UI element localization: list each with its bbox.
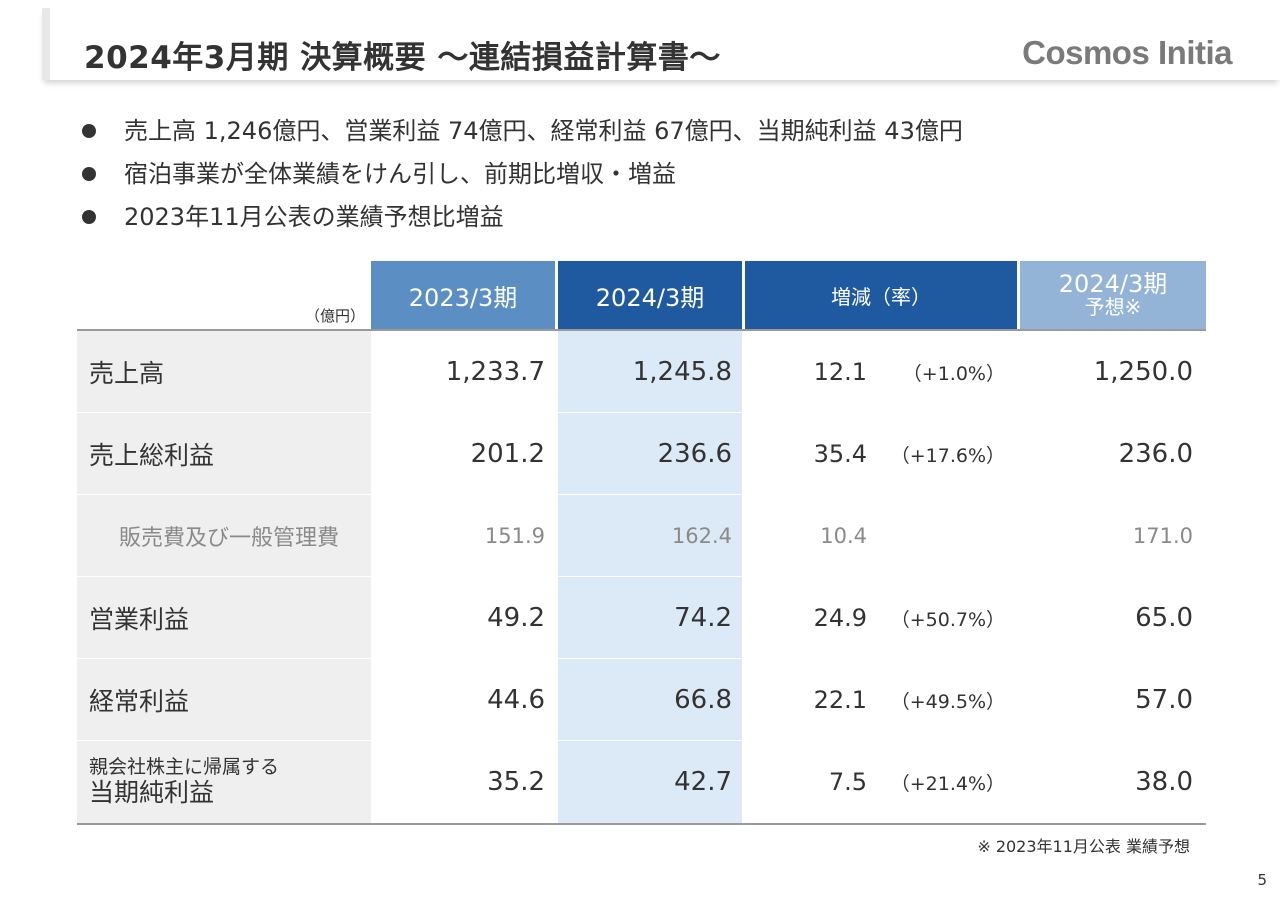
value-forecast: 171.0: [1132, 524, 1193, 548]
value-change: 22.1: [813, 686, 867, 714]
value-rate: （+1.0%）: [902, 362, 1005, 385]
page-title: 2024年3月期 決算概要 ～連結損益計算書～: [84, 40, 721, 76]
value-rate: （+50.7%）: [890, 608, 1005, 631]
footnote: ※ 2023年11月公表 業績予想: [977, 837, 1190, 856]
value-prev: 35.2: [487, 767, 545, 797]
table-row: 親会社株主に帰属する 当期純利益 35.2 42.7 7.5 （+21.4%） …: [77, 741, 1206, 823]
table-row: 売上高 1,233.7 1,245.8 12.1 （+1.0%） 1,250.0: [77, 331, 1206, 413]
row-label: 経常利益: [89, 687, 190, 716]
value-prev: 49.2: [487, 603, 545, 633]
table-row: 販売費及び一般管理費 151.9 162.4 10.4 171.0: [77, 495, 1206, 577]
value-rate: [877, 495, 1005, 577]
value-rate: （+21.4%）: [890, 772, 1005, 795]
value-prev: 1,233.7: [445, 357, 545, 387]
header-divider: [77, 329, 1206, 331]
table-row: 売上総利益 201.2 236.6 35.4 （+17.6%） 236.0: [77, 413, 1206, 495]
bullet-item: 宿泊事業が全体業績をけん引し、前期比増収・増益: [80, 155, 963, 198]
value-current: 74.2: [674, 603, 732, 633]
header-forecast-period: 2024/3期: [1058, 269, 1168, 298]
value-change: 10.4: [820, 524, 867, 548]
bullet-text: 売上高 1,246億円、営業利益 74億円、経常利益 67億円、当期純利益 43…: [124, 117, 963, 145]
header-change: 増減（率）: [745, 261, 1017, 329]
value-prev: 151.9: [484, 524, 545, 548]
value-change: 35.4: [813, 440, 867, 468]
row-label-main: 当期純利益: [89, 777, 215, 807]
row-label: 売上高: [89, 359, 165, 388]
table-bottom-divider: [77, 823, 1206, 825]
value-current: 236.6: [657, 439, 732, 469]
value-change: 7.5: [828, 768, 867, 796]
row-label: 営業利益: [89, 605, 190, 634]
value-change: 24.9: [813, 604, 867, 632]
value-change: 12.1: [813, 358, 867, 386]
value-forecast: 57.0: [1135, 685, 1193, 715]
title-bar: 2024年3月期 決算概要 ～連結損益計算書～ Cosmos Initia: [42, 8, 1280, 80]
value-forecast: 1,250.0: [1093, 357, 1193, 387]
row-label: 販売費及び一般管理費: [119, 526, 340, 551]
bullet-item: 売上高 1,246億円、営業利益 74億円、経常利益 67億円、当期純利益 43…: [80, 112, 963, 155]
table-row: 経常利益 44.6 66.8 22.1 （+49.5%） 57.0: [77, 659, 1206, 741]
value-rate: （+17.6%）: [890, 444, 1005, 467]
value-current: 1,245.8: [632, 357, 732, 387]
value-current: 162.4: [671, 524, 732, 548]
current-year-highlight: [558, 331, 742, 823]
header-current-year: 2024/3期: [558, 261, 742, 329]
company-logo: Cosmos Initia: [1022, 34, 1232, 71]
row-label: 親会社株主に帰属する 当期純利益: [89, 741, 369, 823]
value-forecast: 38.0: [1135, 767, 1193, 797]
value-prev: 201.2: [470, 439, 545, 469]
bullet-dot-icon: [82, 124, 96, 138]
page-number: 5: [1257, 871, 1267, 889]
bullet-item: 2023年11月公表の業績予想比増益: [80, 198, 963, 241]
summary-bullets: 売上高 1,246億円、営業利益 74億円、経常利益 67億円、当期純利益 43…: [80, 112, 963, 241]
bullet-dot-icon: [82, 167, 96, 181]
value-current: 66.8: [674, 685, 732, 715]
value-prev: 44.6: [487, 685, 545, 715]
unit-label: （億円）: [304, 307, 365, 325]
row-label-prefix: 親会社株主に帰属する: [89, 755, 280, 778]
table-row: 営業利益 49.2 74.2 24.9 （+50.7%） 65.0: [77, 577, 1206, 659]
value-forecast: 236.0: [1118, 439, 1193, 469]
bullet-text: 2023年11月公表の業績予想比増益: [124, 203, 504, 231]
value-forecast: 65.0: [1135, 603, 1193, 633]
income-statement-table: （億円） 2023/3期 2024/3期 増減（率） 2024/3期 予想※ 売…: [77, 261, 1206, 825]
header-forecast-label: 予想※: [1084, 295, 1142, 320]
value-current: 42.7: [674, 767, 732, 797]
label-column-bg: [77, 331, 371, 823]
value-rate: （+49.5%）: [890, 690, 1005, 713]
bullet-dot-icon: [82, 210, 96, 224]
bullet-text: 宿泊事業が全体業績をけん引し、前期比増収・増益: [124, 160, 676, 188]
header-prev-year: 2023/3期: [371, 261, 555, 329]
header-forecast: 2024/3期 予想※: [1020, 261, 1206, 329]
row-label: 売上総利益: [89, 441, 215, 470]
